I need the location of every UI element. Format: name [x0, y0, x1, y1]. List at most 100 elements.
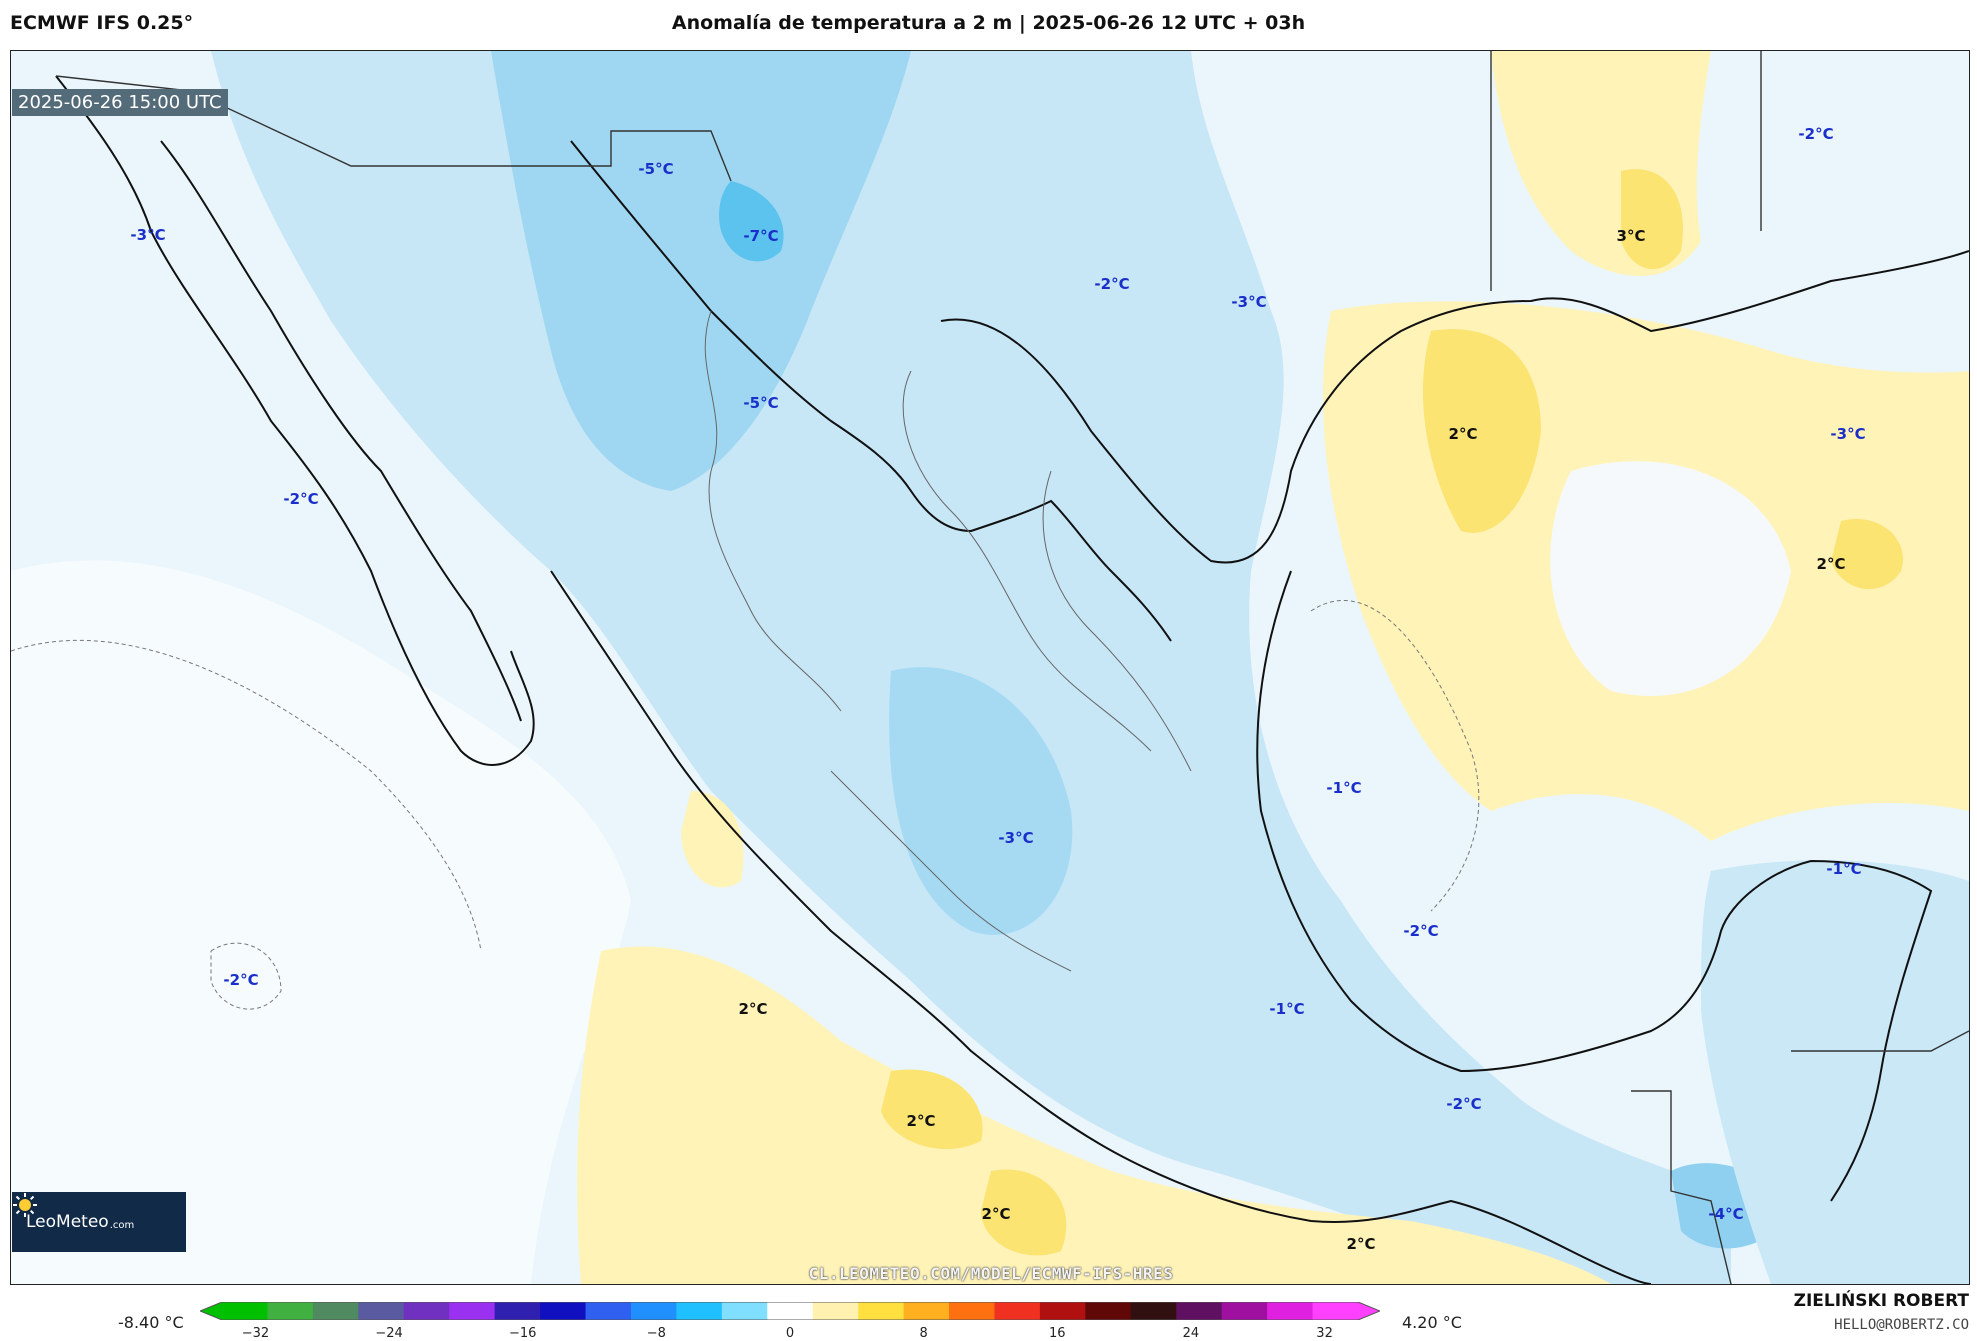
gulf-warm-core: [1422, 329, 1541, 533]
colorbar-segment: [767, 1302, 814, 1320]
state-border-d: [830, 770, 1072, 972]
state-borders: [704, 310, 1192, 972]
colorbar-low-extend: [200, 1302, 222, 1320]
logo-suffix: .com: [109, 1219, 135, 1231]
contour-label: -1°C: [1269, 1000, 1305, 1018]
colorbar-segment: [358, 1302, 405, 1320]
warm-core-2a: [881, 1069, 983, 1150]
leometeo-logo[interactable]: LeoMeteo .com: [12, 1192, 186, 1252]
contour-label: -2°C: [283, 490, 319, 508]
guatemala-border: [1631, 1090, 1732, 1284]
colorbar-segment: [1085, 1302, 1132, 1320]
colorbar-segment: [1312, 1302, 1359, 1320]
contour-label: -7°C: [743, 227, 779, 245]
warm-core-2b: [981, 1169, 1067, 1256]
contour-label: 1°C: [1512, 1283, 1541, 1284]
colorbar-segment: [222, 1302, 268, 1320]
contour-label: -3°C: [130, 226, 166, 244]
colorbar-min-label: -8.40 °C: [118, 1313, 184, 1332]
state-border-a: [704, 310, 842, 712]
colorbar-segment: [1039, 1302, 1086, 1320]
author-email[interactable]: HELLO@ROBERTZ.CO: [1834, 1317, 1969, 1333]
pacific-nearzero-area: [11, 560, 631, 1284]
contour-label: -3°C: [1231, 293, 1267, 311]
colorbar-tick-label: 32: [1316, 1326, 1333, 1341]
contour-label: -3°C: [1830, 425, 1866, 443]
contour-label: 2°C: [1346, 1235, 1376, 1253]
colorbar-segment: [721, 1302, 768, 1320]
colorbar-segment: [949, 1302, 995, 1320]
contour-label: 2°C: [981, 1205, 1011, 1223]
contour-label: -2°C: [1446, 1095, 1482, 1113]
coastlines: [55, 75, 1969, 1284]
central-cold-area: [889, 667, 1073, 935]
pacific-warm-area: [577, 946, 1612, 1284]
contour-label: 1°C: [679, 1283, 708, 1284]
contour-label: 2°C: [906, 1112, 936, 1130]
map-panel[interactable]: 2025-06-26 15:00 UTC -5°C -7°C -3°C -2°C -5°…: [10, 50, 1970, 1285]
contour-label: -1°C: [1326, 779, 1362, 797]
pacific-coast: [550, 570, 1652, 1284]
colorbar-segment: [540, 1302, 587, 1320]
contour-label: -2°C: [1094, 275, 1130, 293]
east-warm-core: [1831, 519, 1903, 590]
cold-core-7: [719, 181, 784, 262]
colorbar-segment: [403, 1302, 450, 1320]
logo-text: LeoMeteo: [26, 1212, 109, 1232]
colorbar-segment: [630, 1302, 677, 1320]
colorbar-tick-label: 0: [785, 1326, 795, 1341]
contour-label: 2°C: [1816, 555, 1846, 573]
contour-label: -4°C: [1708, 1205, 1744, 1223]
warm-patch-west: [681, 791, 744, 888]
colorbar-segment: [858, 1302, 905, 1320]
contour-line-b: [1310, 599, 1480, 912]
colorbar-tick-label: −32: [241, 1326, 270, 1341]
gulf-north-coast: [940, 250, 1969, 564]
contour-line-c: [210, 942, 282, 1010]
colorbar-segment: [1267, 1302, 1314, 1320]
colorbar-max-label: 4.20 °C: [1402, 1313, 1462, 1332]
contour-label: -5°C: [743, 394, 779, 412]
colorbar-segment: [494, 1302, 541, 1320]
yucatan-cold-area: [1701, 860, 1969, 1284]
contour-label: -3°C: [998, 829, 1034, 847]
contour-line-a: [11, 639, 482, 952]
colorbar-segment: [1130, 1302, 1177, 1320]
colorbar-tick-label: −24: [375, 1326, 403, 1341]
us-state-borders: [1490, 51, 1762, 291]
contour-label: 3°C: [1616, 227, 1646, 245]
colorbar-tick-label: −16: [508, 1326, 537, 1341]
contour-lines: [11, 599, 1480, 1010]
gulf-neutral-area: [1550, 461, 1791, 696]
colorbar-tick-label: 8: [919, 1326, 928, 1341]
model-name: ECMWF IFS 0.25°: [10, 12, 194, 34]
colorbar-segment: [994, 1302, 1041, 1320]
author-name: ZIELIŃSKI ROBERT: [1793, 1291, 1969, 1311]
belize-border: [1791, 1030, 1969, 1052]
baja-east-coast: [160, 140, 522, 722]
colorbar-segment: [585, 1302, 632, 1320]
contour-label: 2°C: [802, 1283, 831, 1284]
contour-label: 2°C: [1448, 425, 1478, 443]
baja-west-coast: [55, 75, 535, 766]
colorbar-segment: [1176, 1302, 1223, 1320]
gulf-of-california-coast: [570, 140, 1172, 642]
contour-label: -2°C: [1403, 922, 1439, 940]
contour-label: -2°C: [223, 971, 259, 989]
north-cold-area: [491, 51, 911, 491]
colorbar-segment: [812, 1302, 859, 1320]
state-border-b: [902, 370, 1152, 752]
colorbar-segment: [903, 1302, 950, 1320]
colorbar-tick-label: −8: [646, 1326, 666, 1341]
map-canvas: [11, 51, 1969, 1284]
colorbar-segment: [267, 1302, 314, 1320]
contour-label: -2°C: [1798, 125, 1834, 143]
colorbar-segment: [676, 1302, 723, 1320]
colorbar-high-extend: [1358, 1302, 1380, 1320]
state-border-c: [1042, 470, 1192, 772]
map-title: Anomalía de temperatura a 2 m | 2025-06-…: [671, 12, 1306, 34]
colorbar-tick-label: 16: [1049, 1326, 1066, 1341]
valid-time-badge: 2025-06-26 15:00 UTC: [12, 89, 228, 116]
colorbar-segment: [1221, 1302, 1268, 1320]
contour-label: 2°C: [738, 1000, 768, 1018]
